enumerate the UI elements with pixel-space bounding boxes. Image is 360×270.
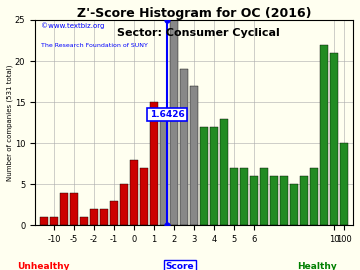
Bar [310, 168, 318, 225]
Bar [340, 143, 348, 225]
Y-axis label: Number of companies (531 total): Number of companies (531 total) [7, 65, 13, 181]
Bar [130, 160, 138, 225]
Text: 1.6426: 1.6426 [149, 110, 184, 119]
Title: Z'-Score Histogram for OC (2016): Z'-Score Histogram for OC (2016) [77, 7, 311, 20]
Bar [110, 201, 118, 225]
Bar [60, 193, 68, 225]
Text: Score: Score [166, 262, 194, 270]
Bar [270, 176, 278, 225]
Bar [330, 53, 338, 225]
Bar [180, 69, 188, 225]
Bar [70, 193, 78, 225]
Bar [150, 102, 158, 225]
Bar [170, 20, 178, 225]
Bar [230, 168, 238, 225]
Text: Unhealthy: Unhealthy [17, 262, 69, 270]
Bar [190, 86, 198, 225]
Bar [290, 184, 298, 225]
Bar [40, 217, 48, 225]
Bar [120, 184, 128, 225]
Bar [220, 119, 228, 225]
Bar [140, 168, 148, 225]
Text: Sector: Consumer Cyclical: Sector: Consumer Cyclical [117, 28, 279, 38]
Bar [320, 45, 328, 225]
Bar [160, 110, 168, 225]
Bar [50, 217, 58, 225]
Bar [80, 217, 88, 225]
Bar [260, 168, 268, 225]
Bar [100, 209, 108, 225]
Bar [210, 127, 218, 225]
Bar [250, 176, 258, 225]
Bar [240, 168, 248, 225]
Bar [300, 176, 308, 225]
Bar [200, 127, 208, 225]
Text: The Research Foundation of SUNY: The Research Foundation of SUNY [41, 43, 148, 48]
Bar [90, 209, 98, 225]
Text: Healthy: Healthy [297, 262, 337, 270]
Text: ©www.textbiz.org: ©www.textbiz.org [41, 22, 105, 29]
Bar [280, 176, 288, 225]
